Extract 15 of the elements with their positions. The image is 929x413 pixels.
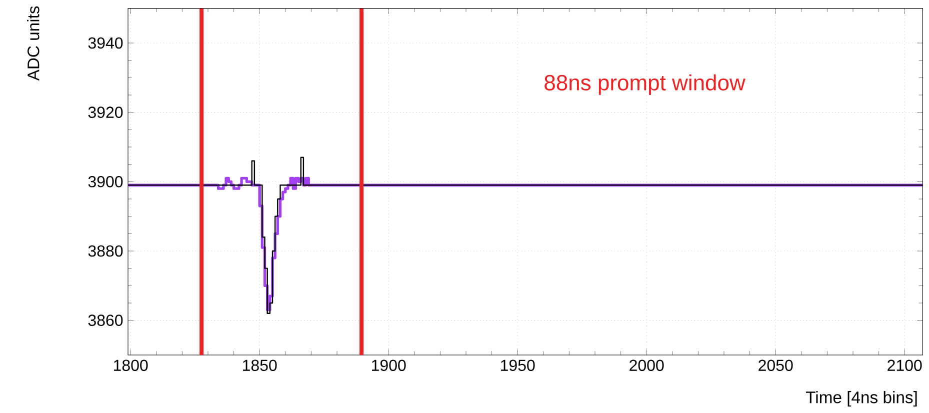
y-tick-label: 3940 xyxy=(88,37,123,49)
y-tick-label: 3900 xyxy=(88,176,123,188)
x-tick-label: 1950 xyxy=(501,360,535,372)
x-tick-label: 2000 xyxy=(630,360,664,372)
y-tick-label: 3880 xyxy=(88,245,123,257)
x-tick-label: 1850 xyxy=(243,360,277,372)
x-tick-label: 2050 xyxy=(758,360,793,372)
x-tick-label: 2100 xyxy=(888,360,922,372)
x-tick-label: 1800 xyxy=(114,360,148,372)
y-tick-label: 3860 xyxy=(88,314,123,326)
x-axis-title: Time [4ns bins] xyxy=(806,391,917,407)
y-axis-title: ADC units xyxy=(27,6,40,81)
x-tick-label: 1900 xyxy=(372,360,406,372)
y-tick-label: 3920 xyxy=(88,106,123,118)
annotation: 88ns prompt window xyxy=(544,74,746,95)
